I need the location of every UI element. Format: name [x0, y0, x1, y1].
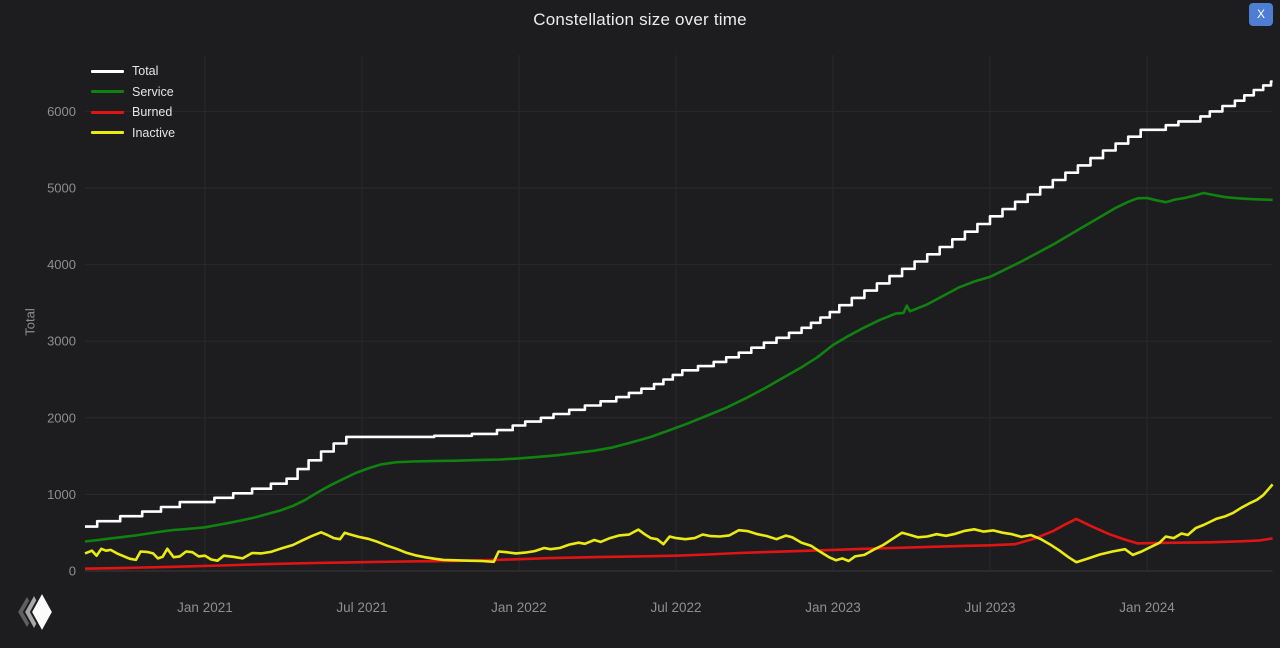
logo-diamond-front	[29, 589, 55, 635]
legend-label: Inactive	[132, 125, 176, 140]
x-tick-label: Jan 2024	[1119, 600, 1175, 615]
x-tick-label: Jan 2022	[491, 600, 547, 615]
legend-line-swatch	[91, 69, 124, 73]
legend-label: Service	[132, 84, 174, 99]
legend-item-total[interactable]: Total	[91, 61, 175, 82]
legend-line-swatch	[91, 90, 124, 94]
legend-item-burned[interactable]: Burned	[91, 102, 175, 123]
legend-line-swatch	[91, 131, 124, 135]
x-tick-label: Jul 2022	[650, 600, 701, 615]
y-tick-label: 5000	[47, 181, 76, 196]
x-tick-label: Jul 2021	[336, 600, 387, 615]
series-line-service	[84, 191, 1273, 543]
series-line-inactive	[84, 483, 1274, 564]
page-title: Constellation size over time	[533, 10, 747, 29]
y-tick-label: 3000	[47, 334, 76, 349]
grid-layer	[85, 55, 1273, 572]
y-tick-label: 2000	[47, 410, 76, 425]
x-tick-label: Jan 2023	[805, 600, 861, 615]
legend-item-service[interactable]: Service	[91, 82, 175, 103]
series-layer	[84, 80, 1274, 570]
chart-legend: Total Service Burned Inactive	[91, 61, 175, 143]
y-tick-label: 1000	[47, 487, 76, 502]
y-tick-label: 0	[69, 564, 76, 579]
x-tick-label: Jul 2023	[964, 600, 1015, 615]
x-tick-label: Jan 2021	[177, 600, 233, 615]
layered-diamond-logo	[15, 589, 55, 635]
legend-line-swatch	[91, 110, 124, 114]
legend-label: Burned	[132, 105, 173, 120]
legend-label: Total	[132, 64, 159, 79]
y-tick-label: 6000	[47, 104, 76, 119]
close-button[interactable]: X	[1249, 3, 1273, 26]
series-line-burned	[84, 517, 1273, 570]
tick-layer: 0 1000 2000 3000 4000 5000 6000 Jan 2021 Jul 202…	[47, 104, 1175, 615]
series-line-total	[85, 80, 1273, 528]
y-tick-label: 4000	[47, 257, 76, 272]
legend-item-inactive[interactable]: Inactive	[91, 123, 175, 144]
